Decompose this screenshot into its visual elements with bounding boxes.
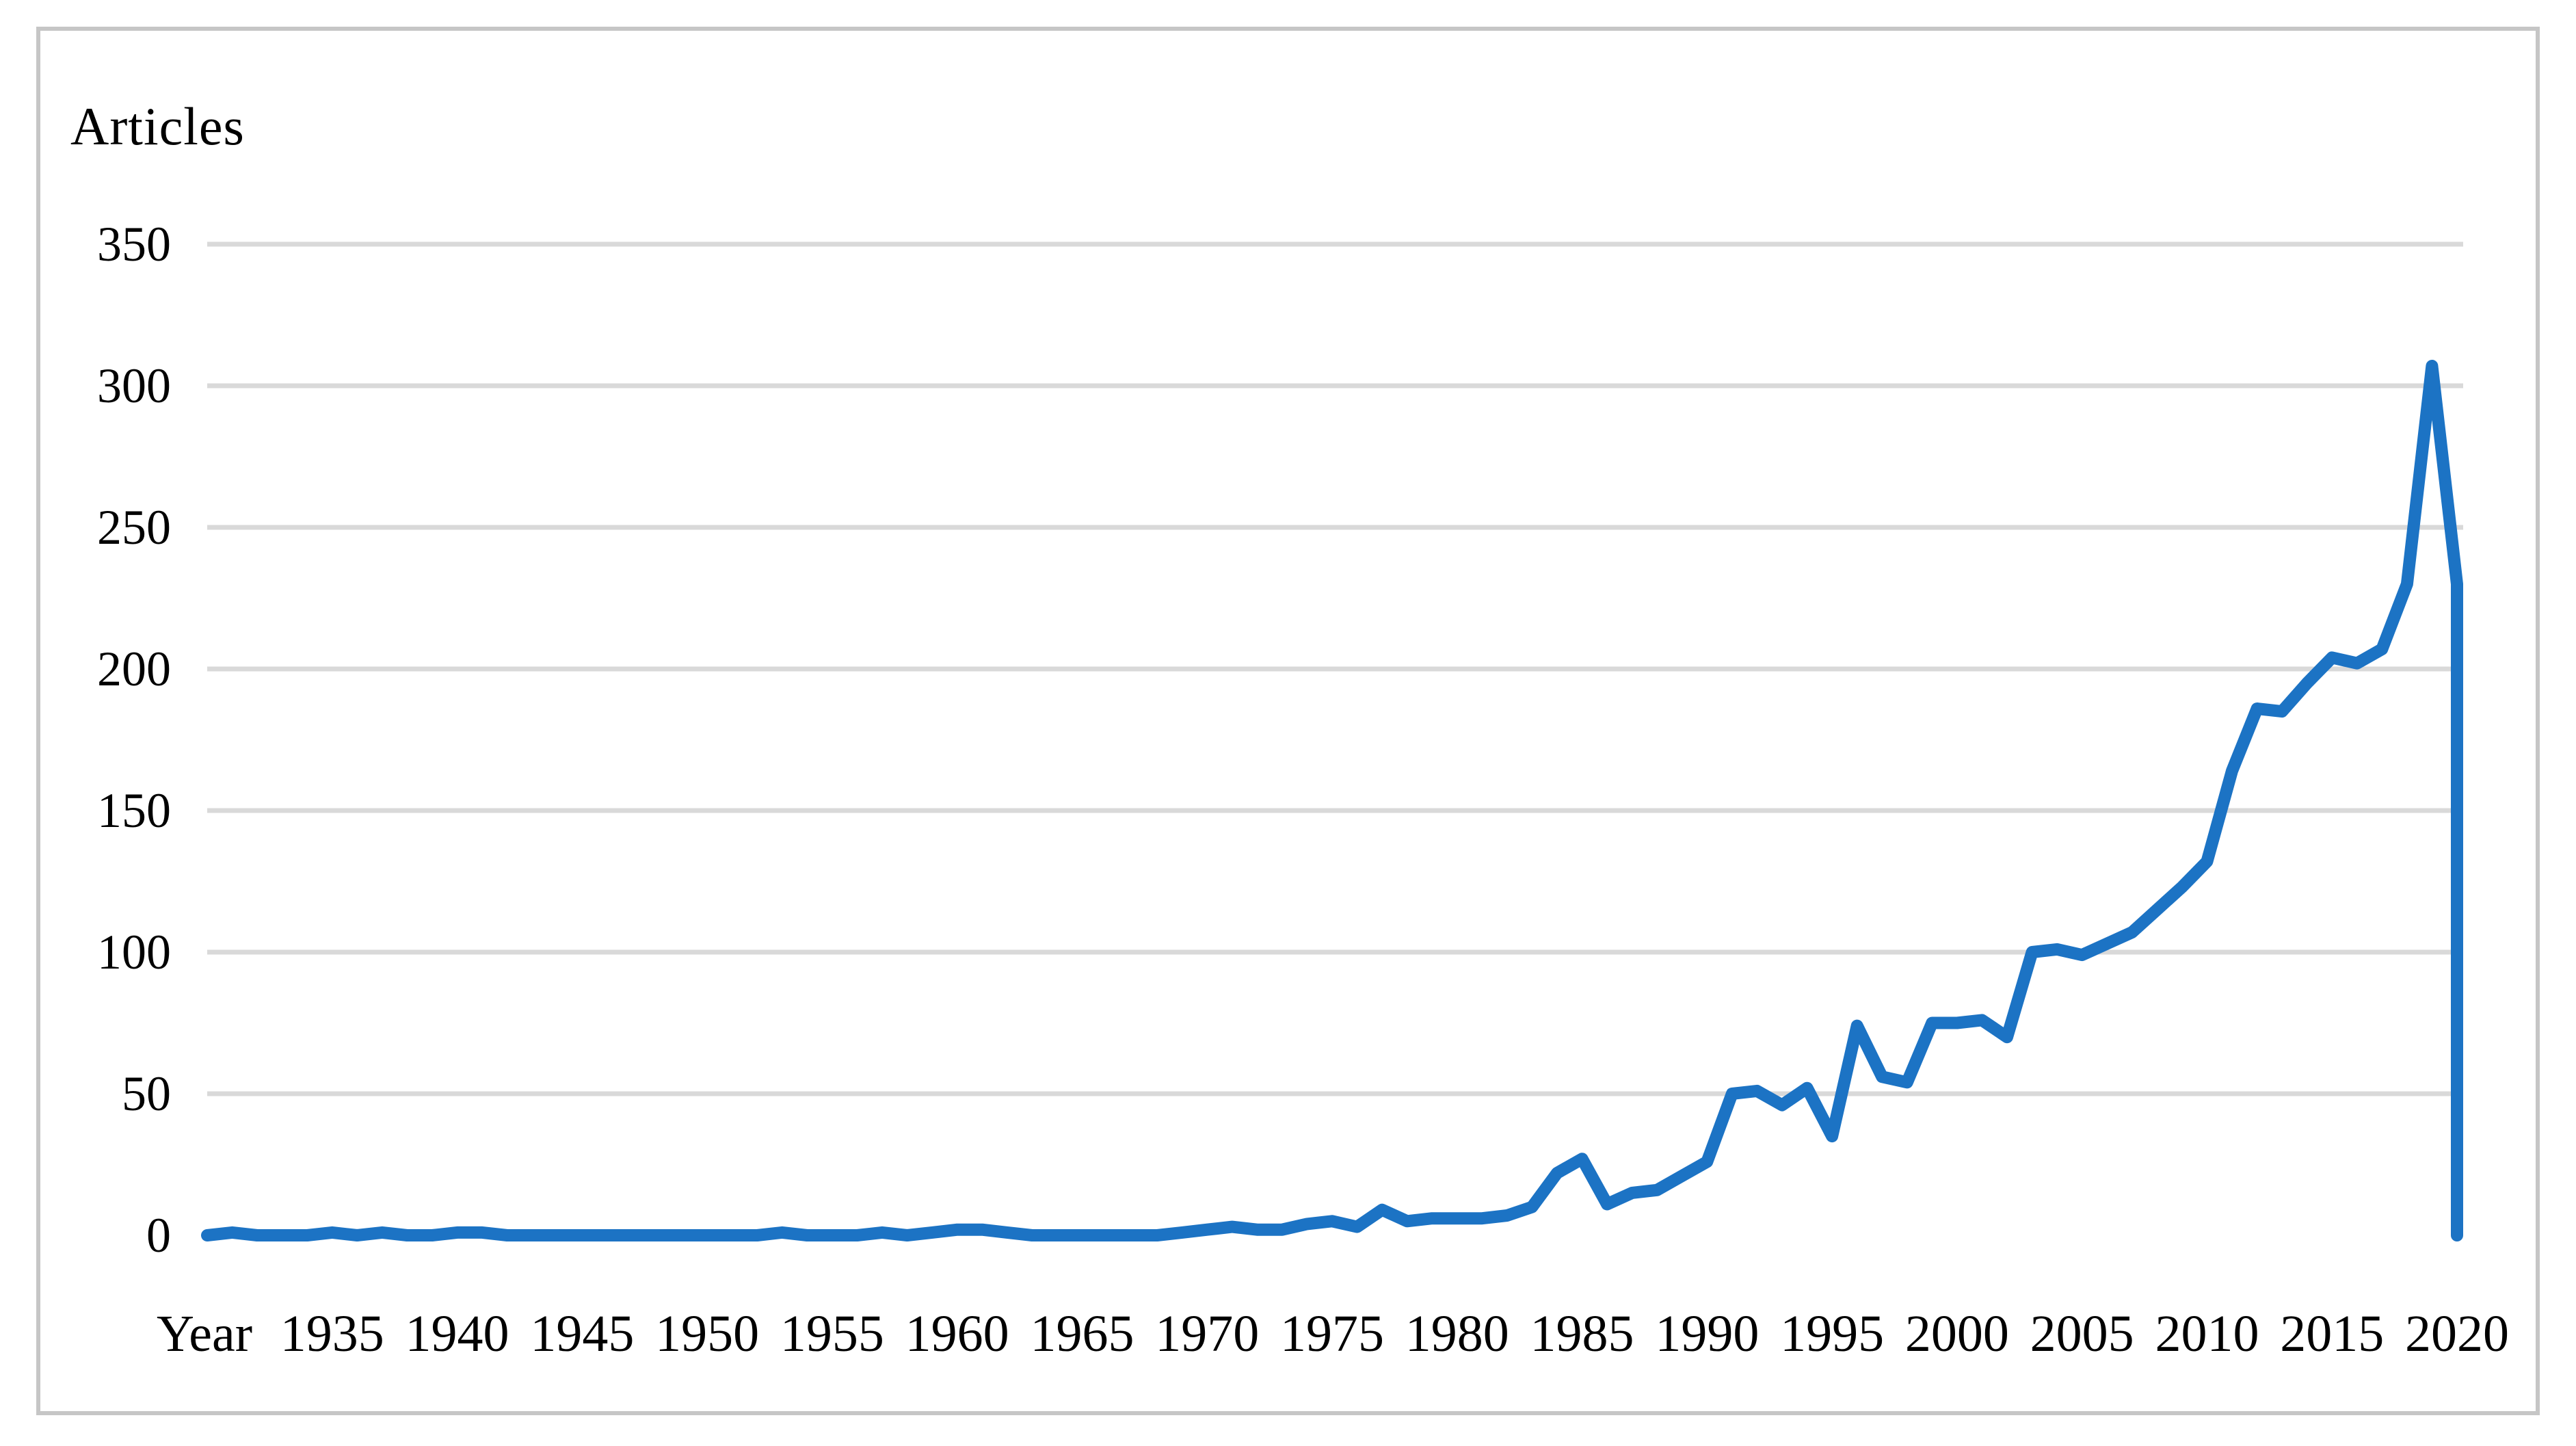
y-tick-label-350: 350 [97,217,171,272]
x-tick-label-1950: 1950 [655,1305,759,1363]
chart-frame [36,27,2540,1415]
x-axis-tick-labels: Year 1935 1940 1945 1950 1955 1960 1965 1970 1975… [157,1305,2509,1363]
x-tick-label-1935: 1935 [280,1305,384,1363]
y-tick-label-50: 50 [122,1066,171,1121]
x-tick-label-1960: 1960 [905,1305,1009,1363]
x-tick-label-1945: 1945 [530,1305,634,1363]
x-tick-label-1975: 1975 [1280,1305,1384,1363]
y-tick-label-300: 300 [97,358,171,413]
x-tick-label-Year: Year [157,1305,252,1363]
x-tick-label-1940: 1940 [406,1305,509,1363]
x-tick-label-1990: 1990 [1655,1305,1759,1363]
x-tick-label-2000: 2000 [1905,1305,2009,1363]
data-line-articles-series [201,360,2463,1241]
x-tick-label-1980: 1980 [1405,1305,1509,1363]
x-tick-label-1985: 1985 [1530,1305,1634,1363]
y-axis-tick-labels: 0 50 100 150 200 250 300 350 [97,217,171,1263]
x-tick-label-1965: 1965 [1030,1305,1134,1363]
y-tick-label-200: 200 [97,642,171,696]
x-tick-label-2015: 2015 [2280,1305,2384,1363]
x-tick-label-1970: 1970 [1155,1305,1259,1363]
gridlines [207,241,2463,1096]
x-tick-label-2005: 2005 [2030,1305,2134,1363]
x-tick-label-1955: 1955 [780,1305,884,1363]
y-tick-label-250: 250 [97,500,171,555]
x-tick-label-1995: 1995 [1780,1305,1884,1363]
y-tick-label-100: 100 [97,925,171,980]
y-tick-label-0: 0 [146,1208,171,1263]
chart-title: Articles [70,96,245,156]
x-tick-label-2020: 2020 [2405,1305,2509,1363]
y-tick-label-150: 150 [97,783,171,838]
x-tick-label-2010: 2010 [2155,1305,2259,1363]
